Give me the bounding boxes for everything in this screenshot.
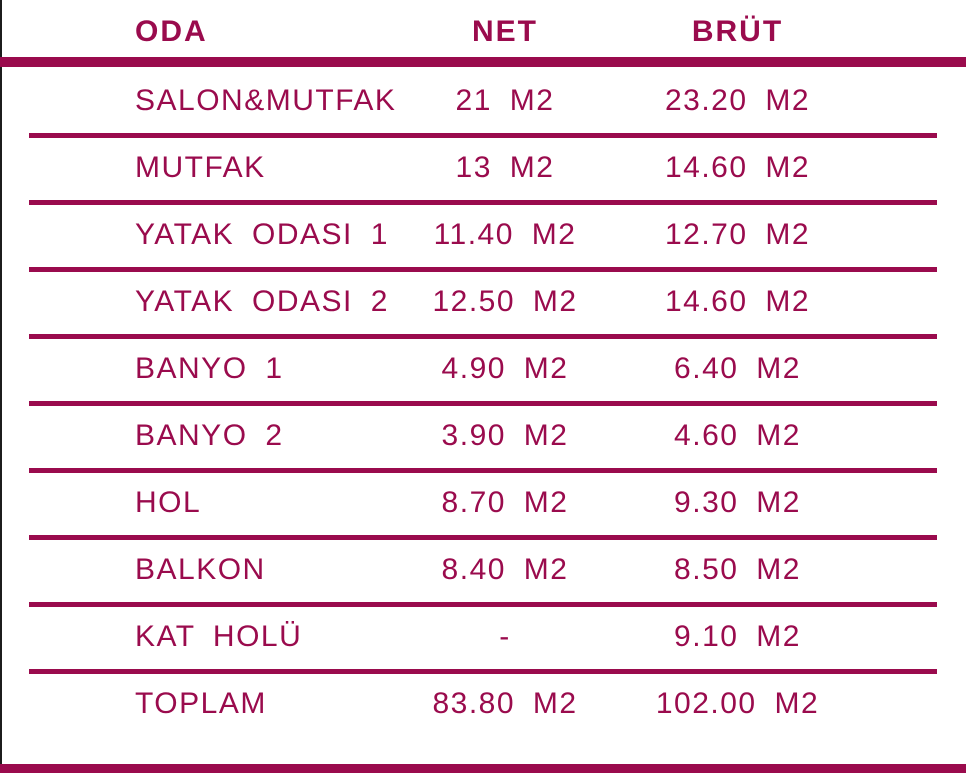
table-row: MUTFAK 13 M2 14.60 M2 xyxy=(0,134,966,205)
cell-room-name: BANYO 2 xyxy=(135,418,284,452)
cell-brut-area: 8.50 M2 xyxy=(674,552,801,586)
table-row: BANYO 2 3.90 M2 4.60 M2 xyxy=(0,402,966,473)
table-row: KAT HOLÜ - 9.10 M2 xyxy=(0,603,966,674)
cell-net-area: 83.80 M2 xyxy=(432,686,578,720)
cell-brut-area: 102.00 M2 xyxy=(655,686,820,720)
cell-net-area: 21 M2 xyxy=(455,83,555,117)
column-header-net: NET xyxy=(472,15,538,48)
cell-room-name: HOL xyxy=(135,485,202,519)
cell-brut-area: 14.60 M2 xyxy=(664,150,811,184)
cell-brut-area: 9.30 M2 xyxy=(674,485,801,519)
table-row: YATAK ODASI 1 11.40 M2 12.70 M2 xyxy=(0,201,966,272)
table-row: BANYO 1 4.90 M2 6.40 M2 xyxy=(0,335,966,406)
cell-room-name: BANYO 1 xyxy=(135,351,284,385)
cell-brut-area: 12.70 M2 xyxy=(664,217,811,251)
cell-net-area: 12.50 M2 xyxy=(432,284,578,318)
column-header-oda: ODA xyxy=(135,15,208,48)
cell-brut-area: 6.40 M2 xyxy=(674,351,801,385)
header-divider-rule xyxy=(0,57,966,67)
table-row: YATAK ODASI 2 12.50 M2 14.60 M2 xyxy=(0,268,966,339)
area-table: SALON&MUTFAK 21 M2 23.20 M2 MUTFAK 13 M2… xyxy=(0,67,966,737)
cell-net-area: 8.40 M2 xyxy=(441,552,569,586)
table-header-row: ODA NET BRÜT xyxy=(0,10,966,54)
bottom-rule xyxy=(0,764,966,773)
cell-net-area: 13 M2 xyxy=(455,150,555,184)
left-edge-line xyxy=(0,0,2,773)
cell-brut-area: 14.60 M2 xyxy=(664,284,811,318)
cell-room-name: TOPLAM xyxy=(135,686,267,720)
table-row: SALON&MUTFAK 21 M2 23.20 M2 xyxy=(0,67,966,138)
cell-room-name: YATAK ODASI 1 xyxy=(135,217,389,251)
cell-room-name: SALON&MUTFAK xyxy=(135,83,397,117)
cell-room-name: KAT HOLÜ xyxy=(135,619,303,653)
cell-room-name: BALKON xyxy=(135,552,266,586)
cell-brut-area: 4.60 M2 xyxy=(674,418,801,452)
cell-net-area: 4.90 M2 xyxy=(441,351,569,385)
cell-net-area: - xyxy=(499,619,511,653)
table-row: HOL 8.70 M2 9.30 M2 xyxy=(0,469,966,540)
cell-net-area: 3.90 M2 xyxy=(441,418,569,452)
column-header-brut: BRÜT xyxy=(691,15,784,48)
cell-brut-area: 9.10 M2 xyxy=(674,619,801,653)
table-row: BALKON 8.40 M2 8.50 M2 xyxy=(0,536,966,607)
cell-room-name: MUTFAK xyxy=(135,150,266,184)
cell-net-area: 8.70 M2 xyxy=(441,485,569,519)
cell-room-name: YATAK ODASI 2 xyxy=(135,284,389,318)
cell-net-area: 11.40 M2 xyxy=(433,217,577,251)
table-row-total: TOPLAM 83.80 M2 102.00 M2 xyxy=(0,670,966,737)
cell-brut-area: 23.20 M2 xyxy=(664,83,811,117)
